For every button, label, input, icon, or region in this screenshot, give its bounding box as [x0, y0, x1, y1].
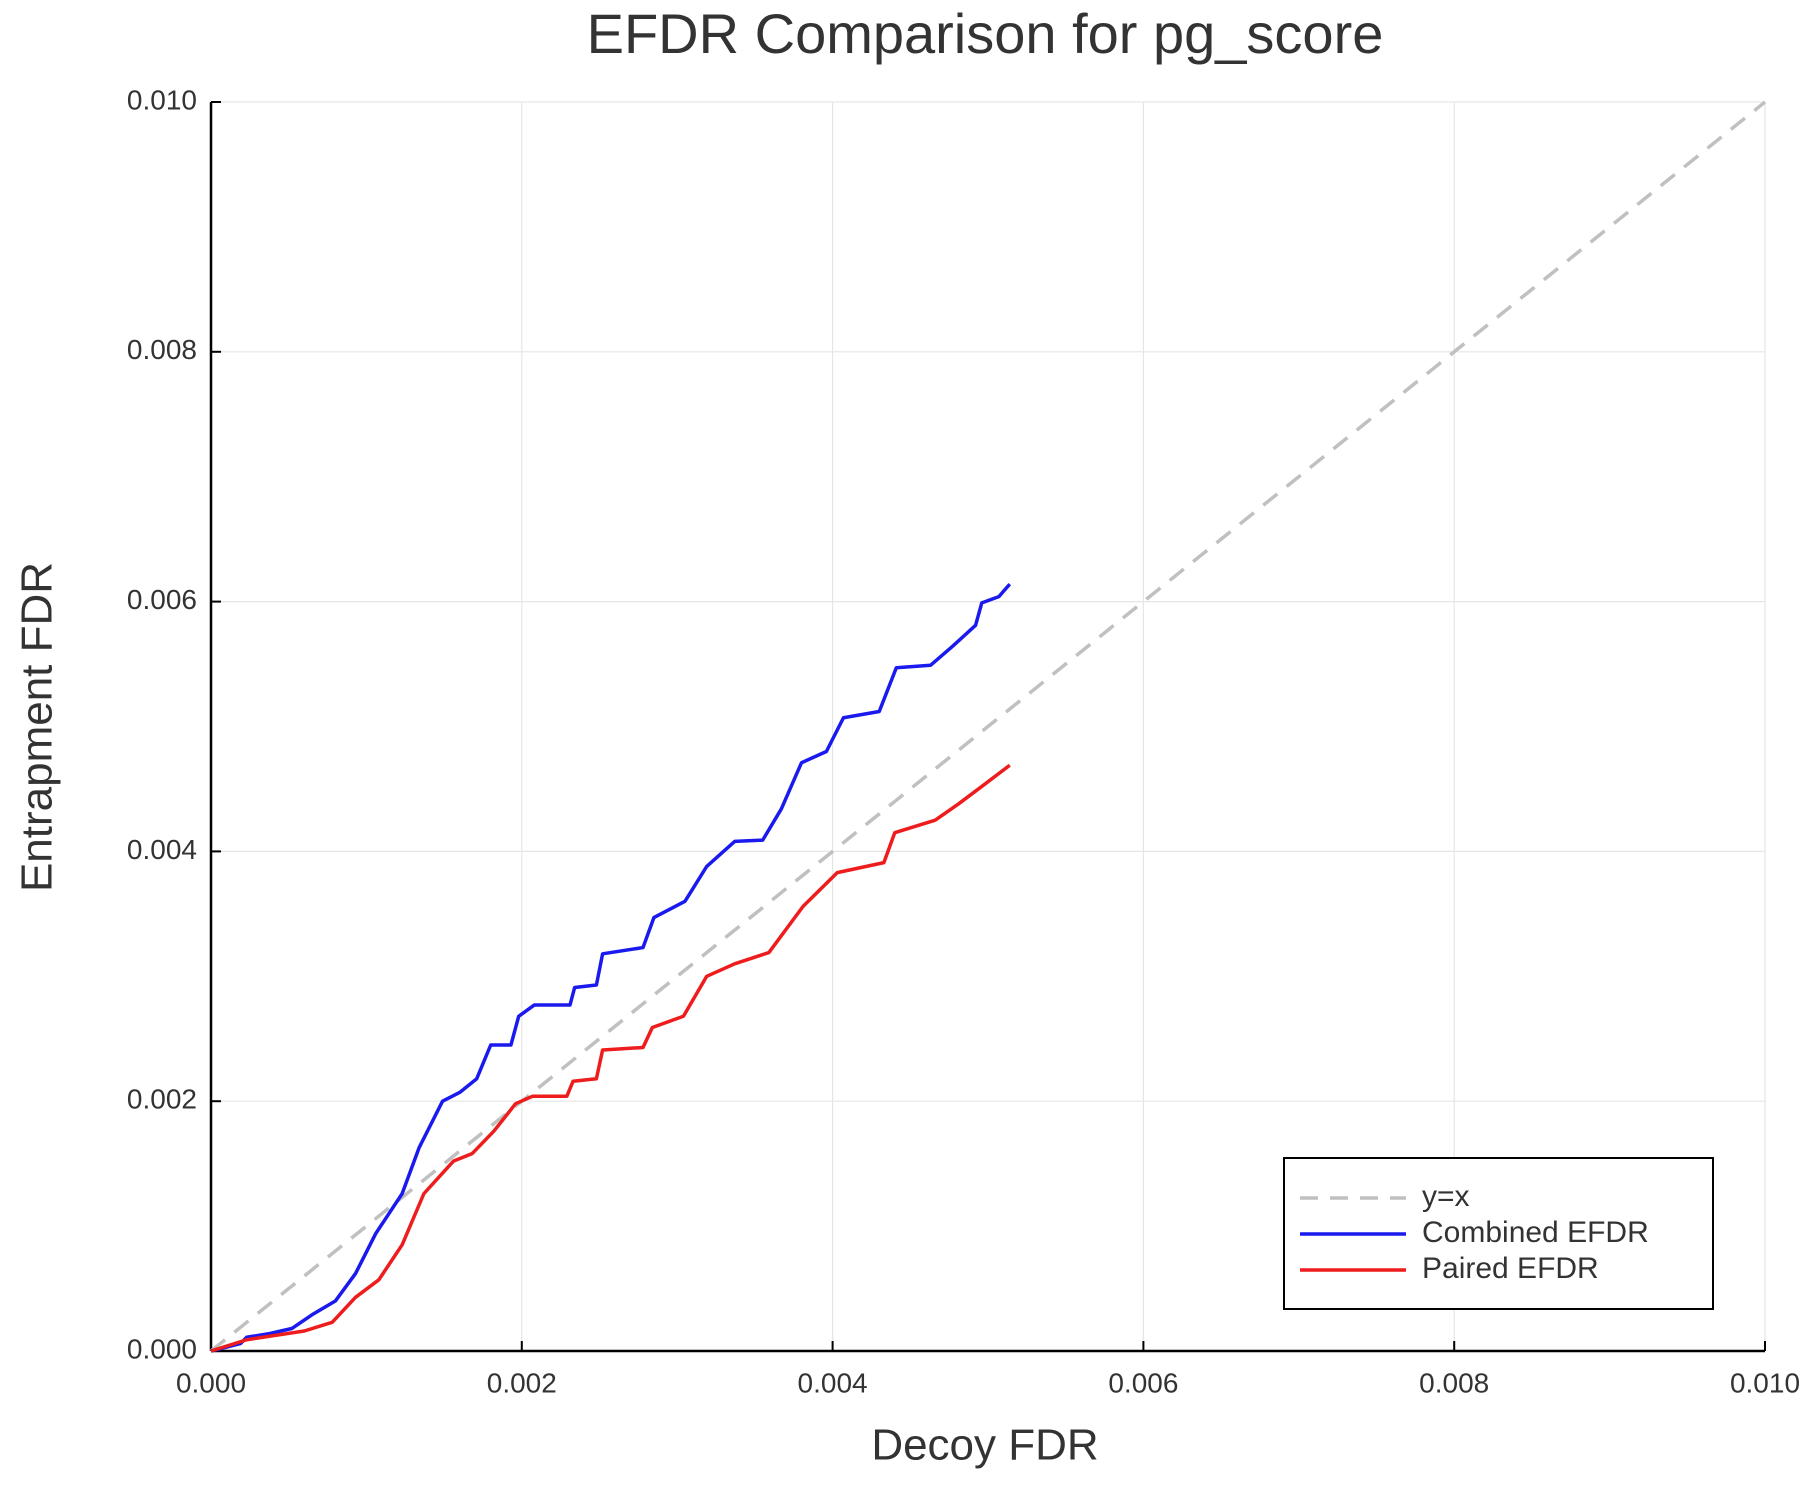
- series-line: [210, 763, 1011, 1353]
- chart-title: EFDR Comparison for pg_score: [587, 2, 1384, 65]
- legend-label: y=x: [1422, 1180, 1470, 1213]
- y-tick-label: 0.000: [127, 1333, 197, 1364]
- x-tick-label: 0.006: [1108, 1367, 1178, 1398]
- series-line: [210, 582, 1012, 1353]
- x-tick-label: 0.002: [487, 1367, 557, 1398]
- series-line: [209, 100, 1767, 1353]
- y-tick-label: 0.010: [127, 84, 197, 115]
- x-tick-label: 0.008: [1419, 1367, 1489, 1398]
- y-tick-label: 0.008: [127, 334, 197, 365]
- legend-label: Combined EFDR: [1422, 1216, 1649, 1249]
- y-axis-label: Entrapment FDR: [13, 562, 62, 892]
- y-tick-label: 0.006: [127, 584, 197, 615]
- y-tick-label: 0.004: [127, 834, 197, 865]
- y-tick-label: 0.002: [127, 1084, 197, 1115]
- x-tick-label: 0.000: [176, 1367, 246, 1398]
- legend-label: Paired EFDR: [1422, 1252, 1599, 1285]
- x-tick-label: 0.010: [1730, 1367, 1800, 1398]
- x-tick-label: 0.004: [798, 1367, 868, 1398]
- x-axis-label: Decoy FDR: [871, 1421, 1098, 1470]
